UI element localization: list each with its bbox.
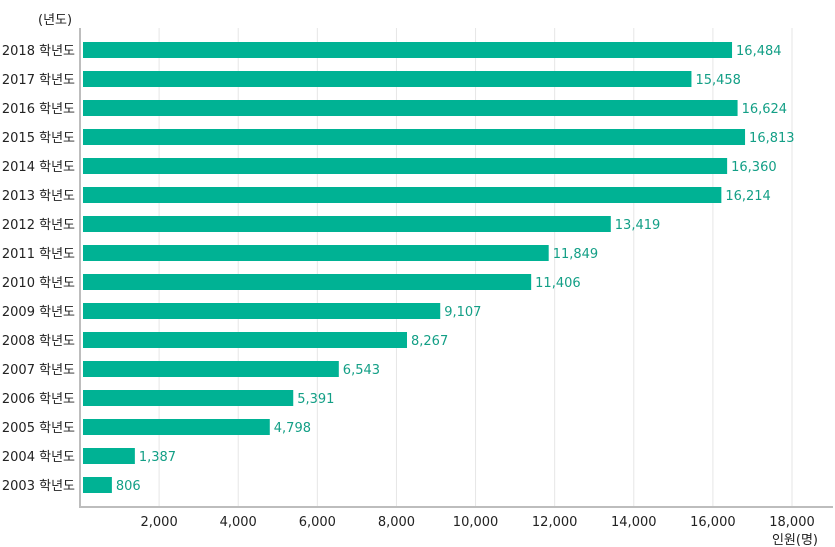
- bar: [83, 274, 532, 290]
- value-label: 16,624: [742, 102, 788, 117]
- gridlines: [158, 28, 793, 507]
- bar: [83, 245, 549, 261]
- bar: [83, 42, 733, 58]
- value-label: 16,360: [731, 160, 777, 175]
- y-axis-unit-label: (년도): [38, 13, 72, 28]
- category-label: 2010 학년도: [2, 276, 75, 291]
- value-label: 1,387: [139, 450, 176, 465]
- bar: [83, 187, 722, 203]
- x-axis-unit-label: 인원(명): [772, 533, 818, 547]
- bar: [83, 71, 692, 87]
- value-label: 11,406: [535, 276, 581, 291]
- category-label: 2017 학년도: [2, 73, 75, 88]
- category-label: 2004 학년도: [2, 450, 75, 465]
- value-label: 5,391: [297, 392, 334, 407]
- bar: [83, 448, 135, 464]
- category-label: 2014 학년도: [2, 160, 75, 175]
- value-label: 16,484: [736, 44, 782, 59]
- value-label: 13,419: [615, 218, 661, 233]
- bar: [83, 129, 746, 145]
- value-label: 806: [116, 479, 141, 494]
- value-label: 15,458: [695, 73, 741, 88]
- bar: [83, 390, 294, 406]
- x-tick-label: 12,000: [532, 515, 578, 530]
- x-tick-label: 18,000: [769, 515, 815, 530]
- x-tick-label: 6,000: [299, 515, 336, 530]
- x-tick-label: 2,000: [141, 515, 178, 530]
- bar: [83, 419, 270, 435]
- value-label: 8,267: [411, 334, 448, 349]
- category-label: 2006 학년도: [2, 392, 75, 407]
- bar: [83, 332, 408, 348]
- bar: [83, 477, 112, 493]
- bar: [83, 158, 728, 174]
- category-label: 2009 학년도: [2, 305, 75, 320]
- category-label: 2018 학년도: [2, 44, 75, 59]
- x-tick-label: 16,000: [690, 515, 736, 530]
- category-label: 2011 학년도: [2, 247, 75, 262]
- category-label: 2015 학년도: [2, 131, 75, 146]
- category-label: 2007 학년도: [2, 363, 75, 378]
- x-tick-label: 14,000: [611, 515, 657, 530]
- value-label: 11,849: [553, 247, 599, 262]
- axes: [79, 28, 833, 508]
- category-label: 2012 학년도: [2, 218, 75, 233]
- bar: [83, 303, 441, 319]
- bar: [83, 361, 339, 377]
- bars: [83, 42, 746, 493]
- value-label: 16,813: [749, 131, 795, 146]
- value-label: 9,107: [444, 305, 481, 320]
- category-label: 2016 학년도: [2, 102, 75, 117]
- bar: [83, 216, 611, 232]
- value-label: 4,798: [274, 421, 311, 436]
- x-tick-label: 8,000: [378, 515, 415, 530]
- labels: 2,000 4,000 6,000 8,000 10,000 12,000 14,000 16…: [2, 44, 815, 530]
- category-label: 2008 학년도: [2, 334, 75, 349]
- bar: [83, 100, 738, 116]
- value-label: 6,543: [343, 363, 380, 378]
- category-label: 2005 학년도: [2, 421, 75, 436]
- category-label: 2013 학년도: [2, 189, 75, 204]
- value-label: 16,214: [725, 189, 771, 204]
- category-label: 2003 학년도: [2, 479, 75, 494]
- x-tick-label: 4,000: [220, 515, 257, 530]
- x-tick-label: 10,000: [453, 515, 499, 530]
